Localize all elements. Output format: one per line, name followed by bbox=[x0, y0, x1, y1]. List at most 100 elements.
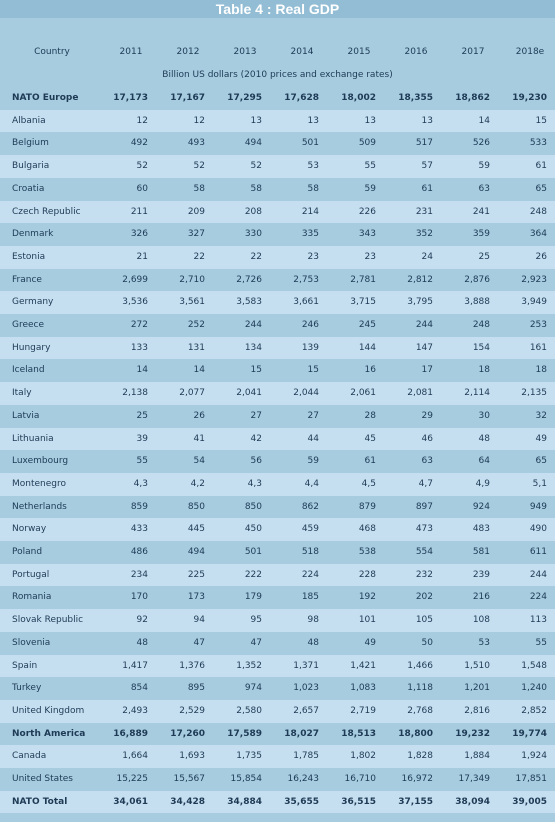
gdp-value: 244 bbox=[244, 320, 262, 330]
gdp-value: 170 bbox=[130, 592, 148, 603]
gdp-value: 1,240 bbox=[521, 683, 547, 694]
gdp-value: 19,774 bbox=[512, 728, 547, 739]
country-name: Czech Republic bbox=[12, 206, 81, 217]
country-name: Italy bbox=[12, 388, 32, 399]
column-header: 2016 bbox=[404, 47, 428, 57]
gdp-value: 16,889 bbox=[113, 728, 148, 739]
gdp-value: 16 bbox=[364, 365, 376, 376]
country-name: Canada bbox=[12, 751, 47, 762]
gdp-value: 63 bbox=[478, 183, 490, 194]
country-name: Montenegro bbox=[12, 478, 67, 489]
table-row: United States 15,225 15,567 15,854 16,243 16,… bbox=[0, 768, 555, 791]
gdp-value: 15,567 bbox=[173, 774, 206, 784]
gdp-value: 343 bbox=[358, 229, 376, 240]
gdp-value: 2,135 bbox=[521, 388, 547, 399]
gdp-value: 2,580 bbox=[236, 705, 262, 716]
gdp-value: 17,173 bbox=[113, 93, 148, 103]
gdp-value: 57 bbox=[421, 161, 433, 172]
table-row: Albania 12 12 13 13 13 13 14 15 bbox=[0, 109, 555, 133]
gdp-value: 854 bbox=[130, 683, 148, 694]
gdp-value: 36,515 bbox=[341, 796, 376, 807]
gdp-value: 19,232 bbox=[455, 728, 490, 739]
gdp-value: 154 bbox=[472, 342, 490, 353]
gdp-value: 18 bbox=[478, 365, 490, 376]
gdp-value: 501 bbox=[301, 138, 319, 149]
country-name: Hungary bbox=[12, 342, 51, 353]
gdp-value: 226 bbox=[358, 206, 376, 217]
table-row: Czech Republic 211 209 208 214 226 231 241 248 bbox=[0, 200, 555, 224]
gdp-value: 2,812 bbox=[407, 274, 433, 285]
table-row: France 2,699 2,710 2,726 2,753 2,781 2,812 2,87… bbox=[0, 268, 555, 292]
gdp-value: 92 bbox=[136, 615, 148, 626]
gdp-value: 58 bbox=[193, 183, 205, 194]
column-header: 2013 bbox=[233, 47, 257, 57]
gdp-value: 850 bbox=[244, 501, 262, 512]
country-name: Belgium bbox=[12, 138, 49, 149]
gdp-value: 1,664 bbox=[122, 751, 148, 762]
column-header: 2015 bbox=[347, 47, 371, 57]
table-row: Luxembourg 55 54 56 59 61 63 64 65 bbox=[0, 450, 555, 473]
table-row: Bulgaria 52 52 52 53 55 57 59 61 bbox=[0, 155, 555, 178]
gdp-value: 1,802 bbox=[350, 751, 376, 762]
gdp-value: 862 bbox=[301, 501, 319, 512]
gdp-value: 60 bbox=[136, 183, 148, 194]
gdp-value: 231 bbox=[415, 206, 433, 217]
gdp-value: 4,9 bbox=[475, 478, 490, 489]
gdp-value: 48 bbox=[307, 637, 319, 648]
gdp-value: 17,167 bbox=[170, 93, 205, 103]
gdp-value: 48 bbox=[478, 433, 490, 444]
gdp-value: 30 bbox=[478, 410, 490, 421]
gdp-value: 55 bbox=[535, 637, 547, 648]
gdp-value: 53 bbox=[478, 637, 490, 648]
gdp-value: 52 bbox=[193, 161, 205, 172]
gdp-value: 59 bbox=[307, 456, 319, 467]
gdp-value: 1,417 bbox=[122, 660, 148, 671]
gdp-value: 26 bbox=[535, 251, 547, 262]
gdp-value: 27 bbox=[307, 410, 319, 421]
table-row: Italy 2,138 2,077 2,041 2,044 2,061 2,081 2,114… bbox=[0, 382, 555, 405]
gdp-value: 2,081 bbox=[407, 388, 433, 399]
country-name: France bbox=[12, 274, 42, 285]
table-row: Estonia 21 22 22 23 23 24 25 26 bbox=[0, 245, 555, 269]
gdp-value: 1,083 bbox=[350, 683, 376, 694]
gdp-value: 859 bbox=[130, 501, 148, 512]
gdp-value: 949 bbox=[529, 501, 547, 512]
gdp-value: 2,719 bbox=[350, 705, 376, 716]
gdp-value: 490 bbox=[529, 524, 547, 535]
gdp-value: 34,061 bbox=[113, 796, 148, 807]
gdp-value: 23 bbox=[307, 251, 319, 262]
gdp-value: 12 bbox=[193, 115, 205, 126]
gdp-value: 18,002 bbox=[341, 93, 376, 103]
gdp-value: 108 bbox=[472, 615, 490, 626]
gdp-value: 4,2 bbox=[190, 478, 205, 489]
gdp-value: 134 bbox=[244, 342, 262, 353]
gdp-value: 56 bbox=[250, 456, 262, 467]
gdp-value: 494 bbox=[187, 547, 205, 557]
table-row: Belgium 492 493 494 501 509 517 526 533 bbox=[0, 132, 555, 156]
table-row: Iceland 14 14 15 15 16 17 18 18 bbox=[0, 359, 555, 383]
gdp-value: 483 bbox=[472, 524, 490, 535]
gdp-value: 2,852 bbox=[521, 705, 547, 716]
gdp-value: 61 bbox=[421, 183, 433, 194]
gdp-value: 1,548 bbox=[521, 660, 547, 671]
gdp-value: 2,044 bbox=[293, 388, 319, 399]
gdp-value: 209 bbox=[187, 206, 205, 217]
gdp-value: 27 bbox=[250, 410, 262, 421]
gdp-value: 35,655 bbox=[284, 796, 319, 807]
gdp-value: 517 bbox=[415, 138, 433, 149]
gdp-value: 924 bbox=[472, 501, 490, 512]
gdp-value: 526 bbox=[472, 138, 490, 149]
gdp-value: 248 bbox=[472, 320, 490, 330]
table-row: Germany 3,536 3,561 3,583 3,661 3,715 3,795 3,8… bbox=[0, 291, 555, 314]
table-row: Latvia 25 26 27 27 28 29 30 32 bbox=[0, 404, 555, 428]
gdp-value: 445 bbox=[187, 524, 205, 535]
gdp-value: 29 bbox=[421, 410, 433, 421]
table-row: NATO Europe 17,173 17,167 17,295 17,628 18,00… bbox=[0, 87, 555, 110]
country-name: Croatia bbox=[12, 183, 45, 194]
table-row: Spain 1,417 1,376 1,352 1,371 1,421 1,466 1,510… bbox=[0, 654, 555, 678]
gdp-value: 879 bbox=[358, 501, 376, 512]
country-name: Norway bbox=[12, 524, 47, 535]
table-row: Netherlands 859 850 850 862 879 897 924 949 bbox=[0, 495, 555, 519]
gdp-value: 232 bbox=[415, 569, 433, 580]
gdp-value: 17,295 bbox=[227, 93, 262, 103]
